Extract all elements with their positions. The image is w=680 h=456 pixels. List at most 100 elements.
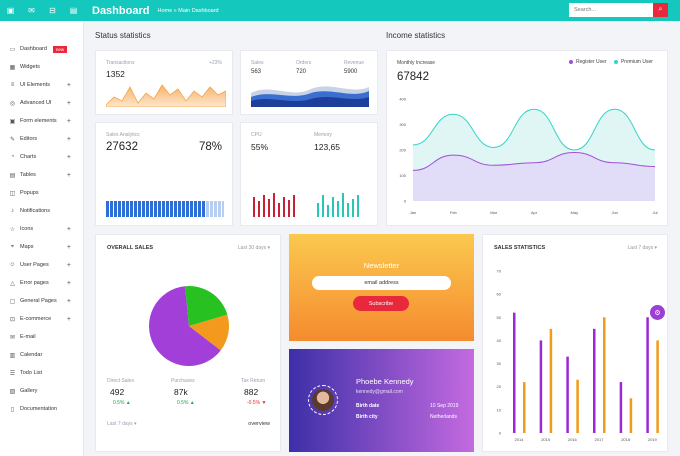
income-subtitle: Monthly Increase: [397, 60, 436, 66]
stat-change: 0.5% ▲: [177, 400, 195, 406]
sidebar-item-popups[interactable]: ◫ Popups: [0, 184, 83, 202]
editor-icon: ✎: [9, 136, 16, 143]
sidebar-item-notifications[interactable]: ♪ Notifications: [0, 202, 83, 220]
sidebar-item-calendar[interactable]: ▥ Calendar: [0, 346, 83, 364]
sidebar-item-label: E-commerce: [20, 316, 52, 322]
plus-icon[interactable]: +: [66, 153, 71, 161]
plus-icon[interactable]: +: [66, 297, 71, 305]
y-tick-label: 10: [497, 407, 502, 412]
y-tick-label: 70: [497, 269, 502, 274]
analytics-bar: [182, 201, 185, 217]
monitor-icon[interactable]: ▣: [6, 6, 15, 15]
form-icon: ▣: [9, 118, 16, 125]
grid-icon[interactable]: ▤: [69, 6, 78, 15]
analytics-bar: [198, 201, 201, 217]
income-line-chart: 0 100 200 300 400 Jan Feb Mar Apr May Jun Jul: [399, 97, 657, 216]
analytics-bar: [186, 201, 189, 217]
sidebar-item-label: Dashboard: [20, 46, 47, 52]
sidebar-item-e-mail[interactable]: ✉ E-mail: [0, 328, 83, 346]
calendar-icon: ▥: [9, 352, 16, 359]
plus-icon[interactable]: +: [66, 99, 71, 107]
sales-label: Sales: [251, 60, 264, 66]
cpu-bar: [268, 199, 270, 217]
cpu-value: 55%: [251, 142, 269, 152]
plus-icon[interactable]: +: [66, 117, 71, 125]
overall-pie-chart: [149, 286, 229, 366]
sidebar-item-label: Documentation: [20, 406, 57, 412]
bell-icon: ♪: [11, 208, 14, 214]
analytics-bar: [218, 201, 221, 217]
plus-icon[interactable]: +: [66, 243, 71, 251]
plus-icon[interactable]: +: [66, 171, 71, 179]
sidebar-item-user-pages[interactable]: ☺ User Pages +: [0, 256, 83, 274]
sidebar-item-e-commerce[interactable]: ⊡ E-commerce +: [0, 310, 83, 328]
overall-footer-link[interactable]: Last 7 days ▾: [107, 421, 137, 427]
sales-stats-filter[interactable]: Last 7 days ▾: [627, 245, 657, 251]
analytics-bar: [210, 201, 213, 217]
sidebar-item-label: User Pages: [20, 262, 49, 268]
overview-link[interactable]: overview: [248, 421, 270, 427]
cpu-bar: [283, 197, 285, 217]
analytics-bar: [114, 201, 117, 217]
envelope-icon[interactable]: ⊟: [49, 6, 56, 15]
search-button[interactable]: ⌕: [653, 3, 668, 17]
sidebar-item-dashboard[interactable]: ▭ Dashboard new: [0, 40, 83, 58]
sidebar: ▭ Dashboard new ▦ Widgets ≡ UI Elements + ◎ Advan…: [0, 21, 84, 456]
plus-icon[interactable]: +: [66, 261, 71, 269]
plus-icon[interactable]: +: [66, 315, 71, 323]
plus-icon[interactable]: +: [66, 135, 71, 143]
x-tick-label: Apr: [531, 210, 538, 215]
pie-slice: [189, 314, 229, 351]
user-icon: ☺: [9, 262, 16, 268]
sidebar-item-icons[interactable]: ☆ Icons +: [0, 220, 83, 238]
bar: [566, 356, 569, 433]
cart-icon: ⊡: [9, 316, 16, 323]
settings-fab[interactable]: ⚙: [650, 305, 665, 320]
pie-slice: [185, 286, 228, 326]
mail-icon: ✉: [9, 334, 16, 341]
sidebar-item-tables[interactable]: ▤ Tables +: [0, 166, 83, 184]
income-card: Monthly Increase 67842 Register User Pre…: [386, 50, 668, 226]
sidebar-item-label: E-mail: [20, 334, 36, 340]
sidebar-item-todo-list[interactable]: ☰ Todo List: [0, 364, 83, 382]
memory-value: 123,65: [314, 142, 340, 152]
sidebar-item-documentation[interactable]: ▯ Documentation: [0, 400, 83, 418]
search-input[interactable]: [569, 3, 653, 17]
sidebar-item-charts[interactable]: ◔ Charts +: [0, 148, 83, 166]
brand-title[interactable]: Dashboard: [92, 4, 150, 17]
newsletter-email-input[interactable]: email address: [312, 276, 451, 290]
bar: [656, 340, 659, 433]
gear-icon: ⚙: [654, 309, 661, 317]
sidebar-item-general-pages[interactable]: ▢ General Pages +: [0, 292, 83, 310]
y-tick-label: 200: [399, 148, 406, 153]
status-title: Status statistics: [95, 31, 151, 40]
sidebar-item-maps[interactable]: ⌖ Maps +: [0, 238, 83, 256]
plus-icon[interactable]: +: [66, 81, 71, 89]
stat-value: 882: [244, 387, 259, 397]
subscribe-button[interactable]: Subscribe: [353, 296, 409, 311]
sidebar-item-form-elements[interactable]: ▣ Form elements +: [0, 112, 83, 130]
sidebar-item-label: Advanced UI: [20, 100, 52, 106]
plus-icon[interactable]: +: [66, 225, 71, 233]
overall-filter[interactable]: Last 30 days ▾: [237, 245, 270, 251]
bar: [539, 340, 543, 433]
analytics-bar: [154, 201, 157, 217]
sidebar-item-widgets[interactable]: ▦ Widgets: [0, 58, 83, 76]
plus-icon[interactable]: +: [66, 279, 71, 287]
monitor-icon: ▭: [9, 46, 16, 53]
memory-bar: [337, 201, 339, 217]
transactions-value: 1352: [106, 69, 125, 79]
y-tick-label: 30: [497, 361, 502, 366]
sidebar-item-gallery[interactable]: ▨ Gallery: [0, 382, 83, 400]
sidebar-item-error-pages[interactable]: △ Error pages +: [0, 274, 83, 292]
sidebar-item-ui-elements[interactable]: ≡ UI Elements +: [0, 76, 83, 94]
overall-title: OVERALL SALES: [107, 245, 154, 251]
sidebar-item-advanced-ui[interactable]: ◎ Advanced UI +: [0, 94, 83, 112]
sidebar-item-editors[interactable]: ✎ Editors +: [0, 130, 83, 148]
analytics-bar: [150, 201, 153, 217]
analytics-bar: [126, 201, 129, 217]
y-tick-label: 100: [399, 173, 406, 178]
analytics-bar: [166, 201, 169, 217]
mail-icon[interactable]: ✉: [28, 6, 35, 15]
warning-icon: △: [10, 280, 15, 287]
